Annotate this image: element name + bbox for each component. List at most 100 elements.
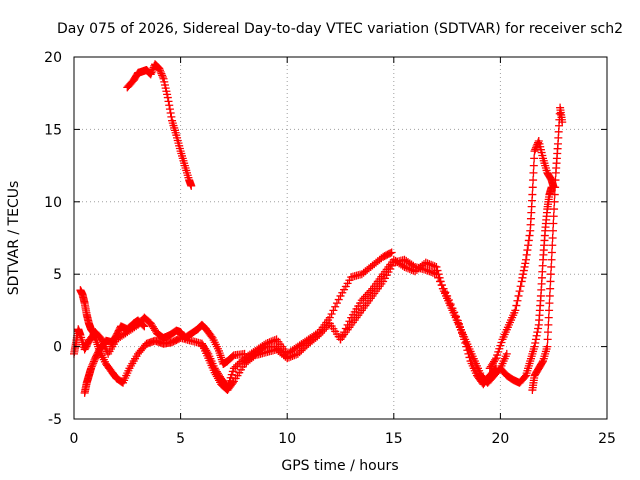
data-point bbox=[165, 105, 174, 114]
data-point bbox=[324, 321, 333, 330]
data-point bbox=[300, 343, 309, 352]
data-point bbox=[423, 266, 432, 275]
data-point bbox=[437, 281, 446, 290]
data-point bbox=[400, 262, 409, 271]
data-point bbox=[550, 197, 559, 206]
data-point bbox=[286, 352, 295, 361]
data-point bbox=[276, 346, 285, 355]
data-point bbox=[520, 262, 529, 271]
data-point bbox=[432, 262, 441, 271]
series-arc-e bbox=[197, 248, 396, 392]
data-point bbox=[547, 262, 556, 271]
data-point bbox=[544, 313, 553, 322]
data-point bbox=[545, 299, 554, 308]
y-tick-label: 20 bbox=[44, 50, 62, 66]
data-point bbox=[158, 71, 167, 80]
data-point bbox=[88, 360, 97, 369]
data-point bbox=[235, 359, 244, 368]
plot-frame bbox=[73, 56, 608, 420]
data-point bbox=[461, 338, 470, 347]
data-point bbox=[532, 331, 541, 340]
data-point bbox=[528, 183, 537, 192]
series-arc-i bbox=[496, 183, 556, 387]
data-point bbox=[167, 112, 176, 121]
chart-title: Day 075 of 2026, Sidereal Day-to-day VTE… bbox=[57, 21, 623, 37]
data-point bbox=[332, 299, 341, 308]
data-point bbox=[279, 350, 288, 359]
data-point bbox=[465, 353, 474, 362]
data-point bbox=[531, 335, 540, 344]
data-point bbox=[533, 328, 542, 337]
data-point bbox=[462, 342, 471, 351]
data-point bbox=[545, 291, 554, 300]
data-point bbox=[511, 306, 520, 315]
data-point bbox=[425, 267, 434, 276]
series-arc-d bbox=[123, 60, 196, 190]
data-point bbox=[315, 331, 324, 340]
data-point bbox=[329, 306, 338, 315]
data-point bbox=[277, 348, 286, 357]
data-point bbox=[435, 277, 444, 286]
data-point bbox=[233, 360, 242, 369]
x-tick-label: 15 bbox=[385, 431, 403, 447]
grid bbox=[74, 57, 607, 419]
data-point bbox=[322, 323, 331, 332]
data-point bbox=[425, 260, 434, 269]
data-point bbox=[318, 327, 327, 336]
data-point bbox=[441, 288, 450, 297]
data-point bbox=[534, 324, 543, 333]
series-arc-j bbox=[528, 103, 567, 395]
data-point bbox=[519, 270, 528, 279]
data-point bbox=[229, 364, 238, 373]
data-point bbox=[451, 312, 460, 321]
data-point bbox=[543, 342, 552, 351]
data-point bbox=[284, 353, 293, 362]
data-point bbox=[547, 248, 556, 257]
data-point bbox=[550, 205, 559, 214]
data-point bbox=[548, 226, 557, 235]
data-point bbox=[518, 273, 527, 282]
data-point bbox=[434, 273, 443, 282]
data-point bbox=[87, 364, 96, 373]
series-arc-a bbox=[70, 313, 249, 368]
x-tick-label: 0 bbox=[70, 431, 79, 447]
data-point bbox=[140, 322, 149, 331]
data-point bbox=[546, 277, 555, 286]
data-point bbox=[549, 219, 558, 228]
data-point bbox=[156, 67, 165, 76]
data-point bbox=[231, 362, 240, 371]
data-point bbox=[432, 270, 441, 279]
data-point bbox=[529, 176, 538, 185]
x-tick-label: 25 bbox=[598, 431, 616, 447]
data-point bbox=[520, 372, 529, 381]
y-tick-label: 10 bbox=[44, 195, 62, 211]
data-point bbox=[283, 354, 292, 363]
data-point bbox=[361, 292, 370, 301]
data-point bbox=[538, 358, 547, 367]
data-point bbox=[297, 346, 306, 355]
data-point bbox=[428, 268, 437, 277]
x-tick-label: 10 bbox=[278, 431, 296, 447]
data-point bbox=[549, 212, 558, 221]
data-point bbox=[530, 147, 539, 156]
data-point bbox=[534, 138, 543, 147]
data-point bbox=[428, 261, 437, 270]
data-point bbox=[515, 287, 524, 296]
data-point bbox=[548, 241, 557, 250]
x-tick-label: 20 bbox=[491, 431, 509, 447]
data-point bbox=[430, 269, 439, 278]
data-point bbox=[364, 288, 373, 297]
data-point bbox=[146, 70, 155, 79]
series-arc-c bbox=[80, 316, 149, 397]
data-point bbox=[521, 255, 530, 264]
data-point bbox=[299, 344, 308, 353]
x-tick-label: 5 bbox=[176, 431, 185, 447]
data-point bbox=[357, 296, 366, 305]
data-point bbox=[546, 270, 555, 279]
data-point bbox=[288, 352, 297, 361]
y-tick-label: 5 bbox=[53, 267, 62, 283]
data-point bbox=[274, 344, 283, 353]
data-point bbox=[387, 248, 396, 257]
data-point bbox=[460, 335, 469, 344]
data-point bbox=[545, 306, 554, 315]
